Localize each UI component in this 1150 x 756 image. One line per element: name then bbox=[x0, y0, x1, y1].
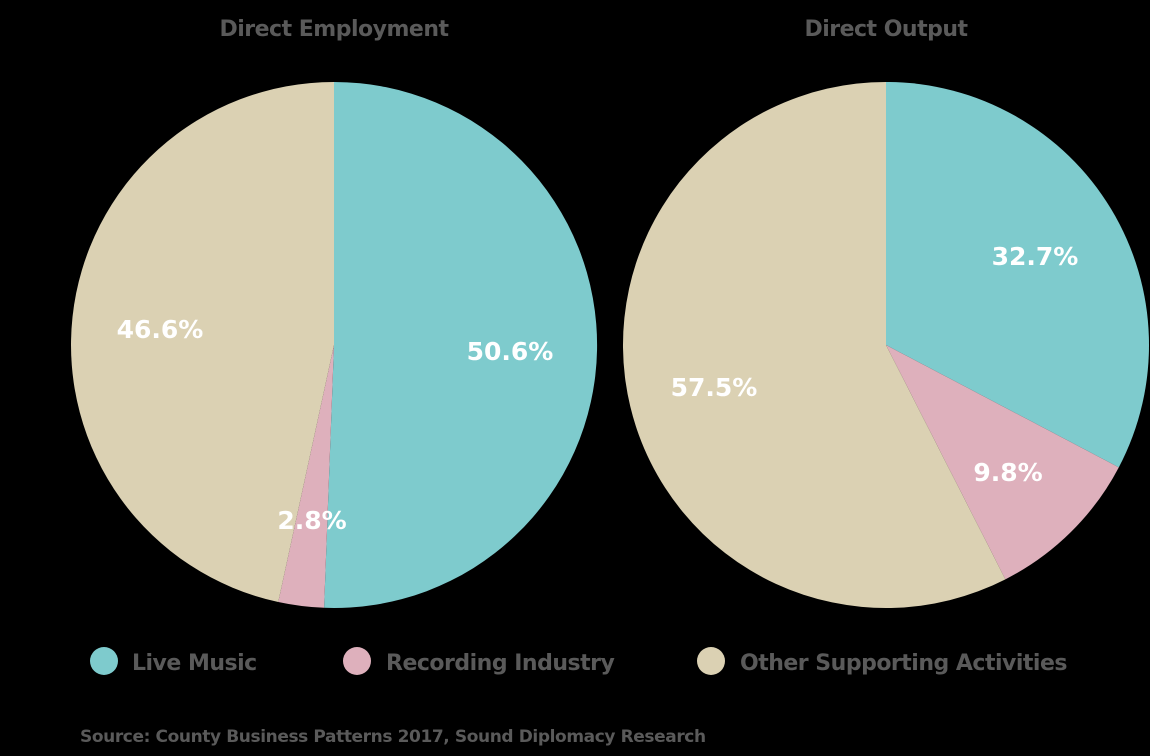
legend-label-recording-industry: Recording Industry bbox=[386, 651, 614, 676]
source-note: Source: County Business Patterns 2017, S… bbox=[80, 727, 706, 747]
legend-swatch-other-supporting bbox=[697, 647, 725, 675]
slice-label-other-supporting-activities: 57.5% bbox=[671, 373, 758, 402]
legend-label-other-supporting: Other Supporting Activities bbox=[740, 651, 1067, 676]
chart-direct-employment: Direct Employment 50.6% 2.8% 46.6% bbox=[71, 17, 598, 608]
legend-swatch-recording-industry bbox=[343, 647, 371, 675]
pie-slice-live-music bbox=[324, 81, 598, 608]
pie-slice-recording-industry bbox=[278, 345, 334, 608]
chart-title-output: Direct Output bbox=[804, 17, 968, 42]
legend-swatch-live-music bbox=[90, 647, 118, 675]
pie-employment: 50.6% 2.8% 46.6% bbox=[71, 81, 598, 608]
slice-label-live-music: 50.6% bbox=[467, 337, 554, 366]
chart-direct-output: Direct Output 32.7% 9.8% 57.5% bbox=[622, 17, 1150, 609]
pie-slice-live-music bbox=[886, 82, 1150, 468]
legend: Live Music Recording Industry Other Supp… bbox=[90, 647, 1068, 676]
slice-label-other-supporting-activities: 46.6% bbox=[117, 315, 204, 344]
slice-label-recording-industry: 9.8% bbox=[973, 458, 1042, 487]
pie-slice-other-supporting-activities bbox=[622, 81, 1006, 609]
slice-label-live-music: 32.7% bbox=[992, 242, 1079, 271]
chart-title-employment: Direct Employment bbox=[219, 17, 449, 42]
pie-slice-recording-industry bbox=[886, 345, 1119, 580]
pie-output: 32.7% 9.8% 57.5% bbox=[622, 81, 1150, 609]
legend-label-live-music: Live Music bbox=[132, 651, 257, 676]
slice-label-recording-industry: 2.8% bbox=[277, 506, 346, 535]
pie-slice-other-supporting-activities bbox=[71, 82, 334, 603]
